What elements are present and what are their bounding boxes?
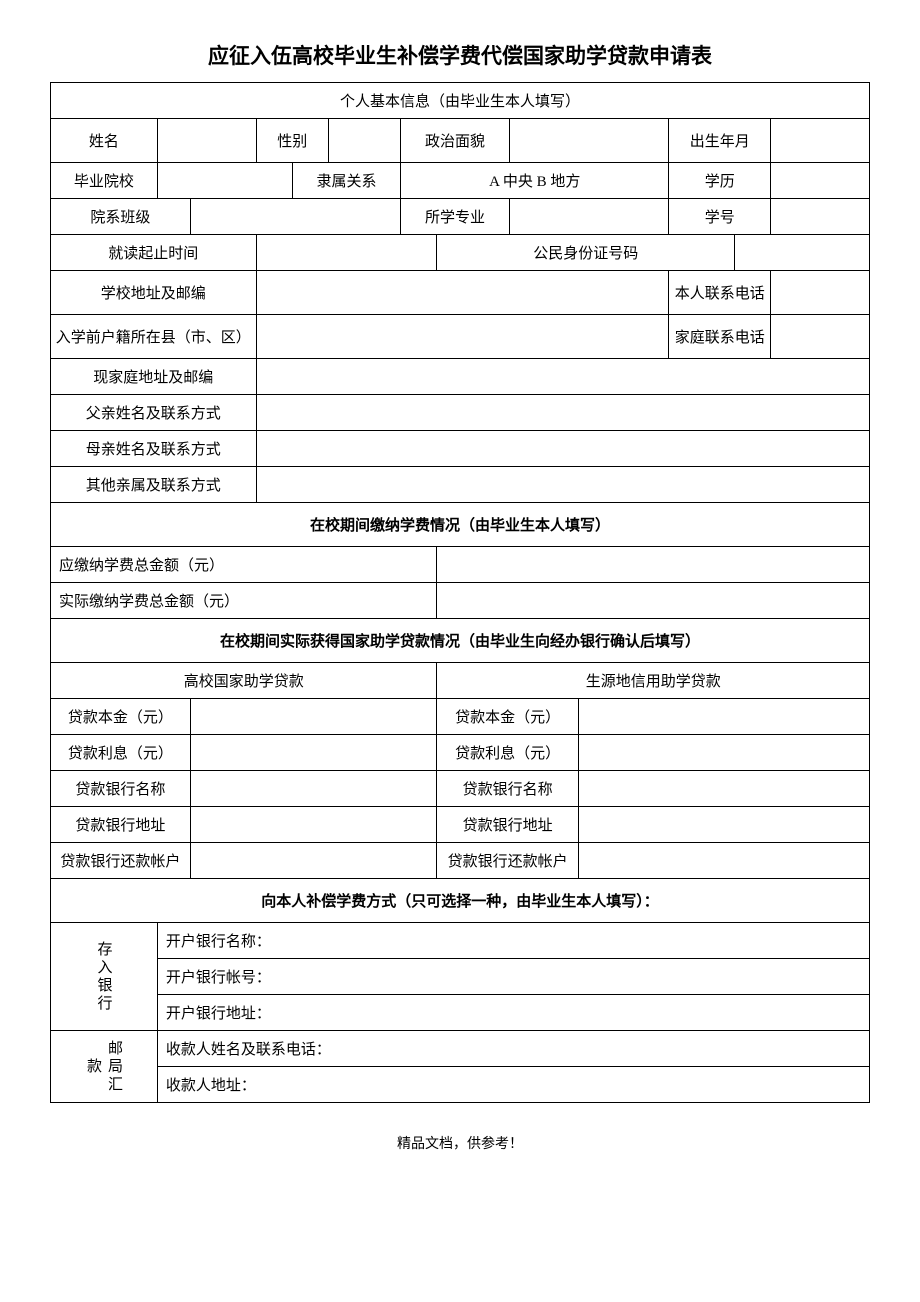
principal-value-2[interactable] xyxy=(578,699,869,735)
other-relative-label: 其他亲属及联系方式 xyxy=(51,467,257,503)
current-addr-value[interactable] xyxy=(256,359,869,395)
degree-value[interactable] xyxy=(771,163,870,199)
major-value[interactable] xyxy=(509,199,668,235)
bank-addr-label-1: 贷款银行地址 xyxy=(51,807,191,843)
interest-label-2: 贷款利息（元） xyxy=(437,735,578,771)
page-title: 应征入伍高校毕业生补偿学费代偿国家助学贷款申请表 xyxy=(50,40,870,70)
school-label: 毕业院校 xyxy=(51,163,158,199)
father-value[interactable] xyxy=(256,395,869,431)
gender-label: 性别 xyxy=(256,119,328,163)
father-label: 父亲姓名及联系方式 xyxy=(51,395,257,431)
political-label: 政治面貌 xyxy=(401,119,510,163)
application-form-table: 个人基本信息（由毕业生本人填写） 姓名 性别 政治面貌 出生年月 毕业院校 隶属… xyxy=(50,82,870,1103)
loan-col2-header: 生源地信用助学贷款 xyxy=(437,663,870,699)
bank-account-value-1[interactable] xyxy=(190,843,437,879)
bank-addr-label-2: 贷款银行地址 xyxy=(437,807,578,843)
student-id-value[interactable] xyxy=(771,199,870,235)
actual-pay-value[interactable] xyxy=(437,583,870,619)
degree-label: 学历 xyxy=(669,163,771,199)
birth-value[interactable] xyxy=(771,119,870,163)
should-pay-value[interactable] xyxy=(437,547,870,583)
deposit-bank-account[interactable]: 开户银行帐号： xyxy=(157,959,869,995)
bank-addr-value-2[interactable] xyxy=(578,807,869,843)
interest-value-2[interactable] xyxy=(578,735,869,771)
citizen-id-value[interactable] xyxy=(735,235,870,271)
bank-deposit-label: 存入银行 xyxy=(51,923,158,1031)
citizen-id-label: 公民身份证号码 xyxy=(437,235,735,271)
deposit-bank-addr[interactable]: 开户银行地址： xyxy=(157,995,869,1031)
name-value[interactable] xyxy=(157,119,256,163)
bank-name-value-1[interactable] xyxy=(190,771,437,807)
pre-residence-label: 入学前户籍所在县（市、区） xyxy=(51,315,257,359)
school-addr-label: 学校地址及邮编 xyxy=(51,271,257,315)
actual-pay-label: 实际缴纳学费总金额（元） xyxy=(51,583,437,619)
bank-name-label-1: 贷款银行名称 xyxy=(51,771,191,807)
current-addr-label: 现家庭地址及邮编 xyxy=(51,359,257,395)
section2-header: 在校期间缴纳学费情况（由毕业生本人填写） xyxy=(51,503,870,547)
should-pay-label: 应缴纳学费总金额（元） xyxy=(51,547,437,583)
student-id-label: 学号 xyxy=(669,199,771,235)
self-phone-label: 本人联系电话 xyxy=(669,271,771,315)
affiliation-value[interactable]: A 中央 B 地方 xyxy=(401,163,669,199)
loan-col1-header: 高校国家助学贷款 xyxy=(51,663,437,699)
other-relative-value[interactable] xyxy=(256,467,869,503)
major-label: 所学专业 xyxy=(401,199,510,235)
interest-value-1[interactable] xyxy=(190,735,437,771)
school-value[interactable] xyxy=(157,163,292,199)
bank-account-label-1: 贷款银行还款帐户 xyxy=(51,843,191,879)
bank-name-label-2: 贷款银行名称 xyxy=(437,771,578,807)
bank-addr-value-1[interactable] xyxy=(190,807,437,843)
postal-label: 邮局汇款 xyxy=(51,1031,158,1103)
bank-account-value-2[interactable] xyxy=(578,843,869,879)
deposit-bank-name[interactable]: 开户银行名称： xyxy=(157,923,869,959)
family-phone-label: 家庭联系电话 xyxy=(669,315,771,359)
political-value[interactable] xyxy=(509,119,668,163)
principal-label-2: 贷款本金（元） xyxy=(437,699,578,735)
page-footer: 精品文档，供参考！ xyxy=(50,1133,870,1153)
school-addr-value[interactable] xyxy=(256,271,669,315)
gender-value[interactable] xyxy=(328,119,400,163)
affiliation-label: 隶属关系 xyxy=(292,163,401,199)
self-phone-value[interactable] xyxy=(771,271,870,315)
principal-label-1: 贷款本金（元） xyxy=(51,699,191,735)
dept-class-value[interactable] xyxy=(190,199,400,235)
family-phone-value[interactable] xyxy=(771,315,870,359)
principal-value-1[interactable] xyxy=(190,699,437,735)
section4-header: 向本人补偿学费方式（只可选择一种，由毕业生本人填写）： xyxy=(51,879,870,923)
mother-value[interactable] xyxy=(256,431,869,467)
mother-label: 母亲姓名及联系方式 xyxy=(51,431,257,467)
birth-label: 出生年月 xyxy=(669,119,771,163)
postal-recipient[interactable]: 收款人姓名及联系电话： xyxy=(157,1031,869,1067)
section3-header: 在校期间实际获得国家助学贷款情况（由毕业生向经办银行确认后填写） xyxy=(51,619,870,663)
bank-name-value-2[interactable] xyxy=(578,771,869,807)
postal-recipient-addr[interactable]: 收款人地址： xyxy=(157,1067,869,1103)
study-period-label: 就读起止时间 xyxy=(51,235,257,271)
study-period-value[interactable] xyxy=(256,235,437,271)
name-label: 姓名 xyxy=(51,119,158,163)
bank-account-label-2: 贷款银行还款帐户 xyxy=(437,843,578,879)
section1-header: 个人基本信息（由毕业生本人填写） xyxy=(51,83,870,119)
pre-residence-value[interactable] xyxy=(256,315,669,359)
dept-class-label: 院系班级 xyxy=(51,199,191,235)
interest-label-1: 贷款利息（元） xyxy=(51,735,191,771)
